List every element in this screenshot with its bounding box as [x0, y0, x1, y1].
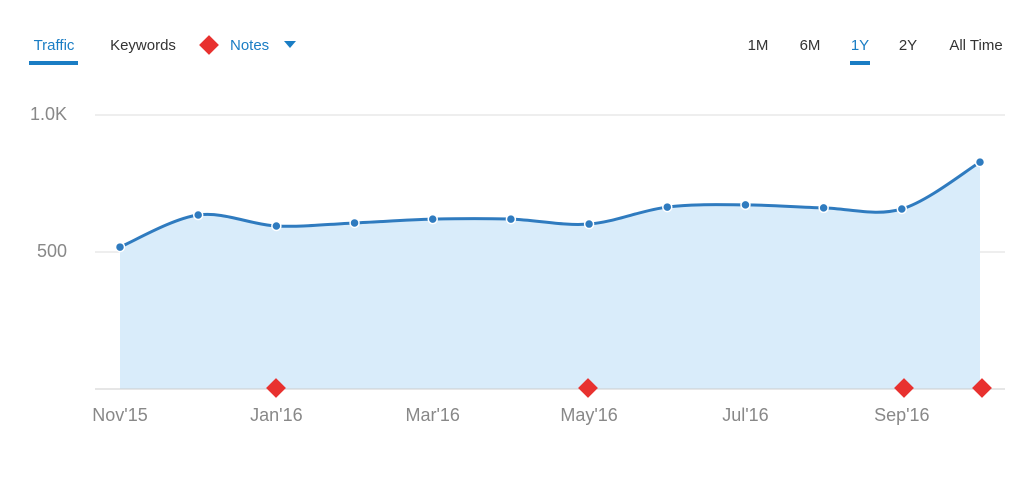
area-fill: [120, 162, 980, 389]
range-6m[interactable]: 6M: [800, 37, 821, 54]
notes-icon: [199, 35, 219, 55]
dropdown-arrow[interactable]: [284, 41, 296, 48]
tab-traffic[interactable]: Traffic: [34, 37, 75, 54]
point: [662, 201, 673, 213]
point: [896, 203, 908, 215]
x-tick-label: Sep'16: [874, 405, 930, 425]
active-underline: [29, 61, 78, 65]
x-tick-label: May'16: [560, 405, 617, 425]
point: [740, 199, 751, 211]
note-markers: [266, 378, 992, 398]
point: [974, 156, 986, 168]
x-tick-label: Jul'16: [722, 405, 768, 425]
y-tick-label: 1.0K: [30, 104, 67, 124]
note-marker[interactable]: [894, 378, 914, 398]
point: [114, 241, 126, 253]
x-tick-label: Mar'16: [405, 405, 459, 425]
point: [818, 202, 829, 214]
x-tick-label: Nov'15: [92, 405, 147, 425]
note-marker[interactable]: [578, 378, 598, 398]
range-1y[interactable]: 1Y: [851, 37, 869, 54]
point: [505, 213, 517, 225]
note-marker[interactable]: [972, 378, 992, 398]
note-marker[interactable]: [266, 378, 286, 398]
line: [119, 160, 981, 249]
tab-keywords[interactable]: Keywords: [110, 37, 176, 54]
point: [192, 209, 204, 221]
active-underline: [850, 61, 870, 65]
y-tick-label: 500: [37, 241, 67, 261]
point: [583, 218, 595, 230]
range-2y[interactable]: 2Y: [899, 37, 917, 54]
tab-notes[interactable]: Notes: [230, 37, 269, 54]
point: [271, 220, 282, 232]
range-all[interactable]: All Time: [949, 37, 1002, 54]
range-1m[interactable]: 1M: [748, 37, 769, 54]
x-tick-label: Jan'16: [250, 405, 302, 425]
point: [427, 213, 438, 225]
plot: 1.0K 500 Nov'15 Jan'16 Mar'16 May'16 Jul'16 Sep…: [30, 104, 1005, 425]
point: [349, 217, 360, 229]
